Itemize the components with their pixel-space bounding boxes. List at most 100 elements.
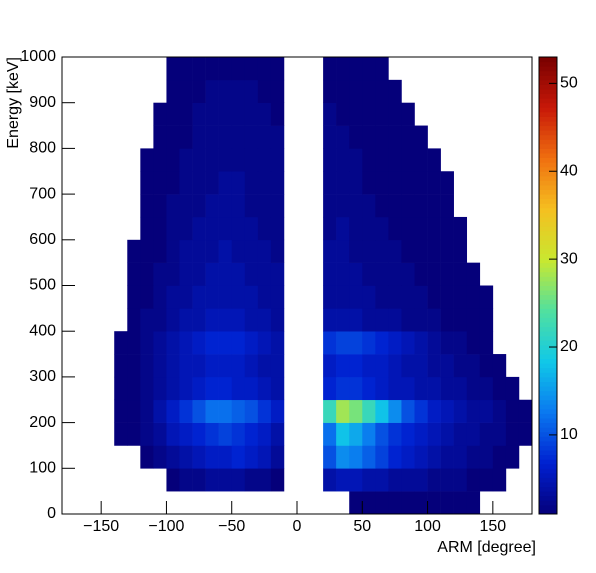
heatmap-cell — [323, 468, 337, 492]
heatmap-cell — [362, 57, 376, 81]
colorbar-frame — [538, 56, 558, 515]
heatmap-cell — [153, 445, 167, 469]
heatmap-cell — [323, 445, 337, 469]
colorbar-step — [539, 326, 557, 332]
heatmap-cell — [257, 57, 272, 81]
heatmap-cell — [323, 57, 337, 81]
colorbar-step — [539, 244, 557, 250]
heatmap-cell — [349, 125, 363, 149]
heatmap-cell — [231, 57, 246, 81]
heatmap-cell — [401, 491, 415, 515]
heatmap-cell — [479, 445, 494, 469]
heatmap-cell — [453, 399, 468, 423]
heatmap-cell — [205, 216, 219, 241]
colorbar-step — [539, 372, 557, 378]
heatmap-cell — [179, 102, 193, 126]
heatmap-cell — [375, 376, 389, 401]
heatmap-cell — [362, 445, 376, 469]
heatmap-cell — [440, 285, 454, 309]
heatmap-cell — [336, 239, 350, 263]
colorbar-step — [539, 331, 557, 337]
heatmap-cell — [401, 308, 415, 332]
heatmap-cell — [166, 79, 180, 103]
heatmap-cell — [466, 491, 481, 515]
heatmap-cell — [323, 239, 337, 263]
heatmap-cell — [166, 331, 180, 355]
colorbar-step — [539, 166, 557, 172]
heatmap-cell — [270, 331, 285, 355]
colorbar-step — [539, 70, 557, 76]
heatmap-cell — [323, 376, 337, 401]
heatmap-cell — [453, 445, 468, 469]
colorbar-step — [539, 344, 557, 350]
heatmap-cell — [375, 194, 389, 218]
colorbar-step — [539, 226, 557, 232]
heatmap-cell — [375, 79, 389, 103]
heatmap-cell — [453, 262, 468, 286]
heatmap-cell — [323, 216, 337, 241]
heatmap-cell — [153, 148, 167, 172]
heatmap-cell — [179, 216, 193, 241]
heatmap-cell — [401, 285, 415, 309]
heatmap-cell — [244, 308, 259, 332]
colorbar-step — [539, 450, 557, 456]
heatmap-cell — [179, 468, 193, 492]
heatmap-cell — [140, 285, 154, 309]
heatmap-cell — [153, 239, 167, 263]
heatmap-cell — [323, 308, 337, 332]
heatmap-cell — [323, 331, 337, 355]
heatmap-cell — [388, 148, 402, 172]
heatmap-cell — [192, 262, 206, 286]
colorbar-step — [539, 280, 557, 286]
heatmap-cell — [375, 102, 389, 126]
heatmap-cell — [414, 491, 428, 515]
heatmap-cell — [244, 262, 259, 286]
heatmap-cell — [453, 239, 468, 263]
colorbar-step — [539, 399, 557, 405]
heatmap-cell — [388, 354, 402, 378]
colorbar-step — [539, 335, 557, 341]
heatmap-cell — [166, 376, 180, 401]
heatmap-cell — [153, 399, 167, 423]
heatmap-cell — [427, 354, 441, 378]
colorbar-step — [539, 107, 557, 113]
colorbar-step — [539, 102, 557, 108]
heatmap-cell — [362, 468, 376, 492]
colorbar-step — [539, 248, 557, 255]
heatmap-cell — [231, 171, 246, 195]
heatmap-cell — [127, 308, 141, 332]
colorbar-step — [539, 486, 557, 492]
heatmap-cell — [323, 399, 337, 423]
colorbar-step — [539, 162, 557, 168]
heatmap-cell — [270, 79, 285, 103]
heatmap-cell — [244, 376, 259, 401]
heatmap-cell — [179, 194, 193, 218]
colorbar-step — [539, 504, 557, 510]
heatmap-cell — [244, 285, 259, 309]
heatmap-cell — [440, 468, 454, 492]
heatmap-cell — [218, 262, 233, 286]
heatmap-cell — [114, 331, 128, 355]
heatmap-cell — [140, 239, 154, 263]
heatmap-cell — [127, 422, 141, 446]
heatmap-cell — [192, 216, 206, 241]
heatmap-cell — [153, 171, 167, 195]
colorbar-step — [539, 500, 557, 506]
heatmap-cell — [323, 194, 337, 218]
heatmap-cell — [244, 79, 259, 103]
heatmap-cell — [440, 376, 454, 401]
heatmap-cell — [231, 285, 246, 309]
heatmap-cell — [336, 354, 350, 378]
heatmap-cell — [466, 422, 481, 446]
y-tick-label: 200 — [29, 414, 56, 431]
heatmap-cell — [440, 491, 454, 515]
heatmap-cell — [270, 148, 285, 172]
x-tick-label: −150 — [83, 518, 119, 535]
heatmap-cell — [349, 57, 363, 81]
heatmap-cell — [323, 285, 337, 309]
heatmap-cell — [270, 57, 285, 81]
heatmap-cell — [166, 194, 180, 218]
heatmap-cell — [375, 308, 389, 332]
heatmap-cell — [375, 57, 389, 81]
heatmap-cell — [440, 216, 454, 241]
